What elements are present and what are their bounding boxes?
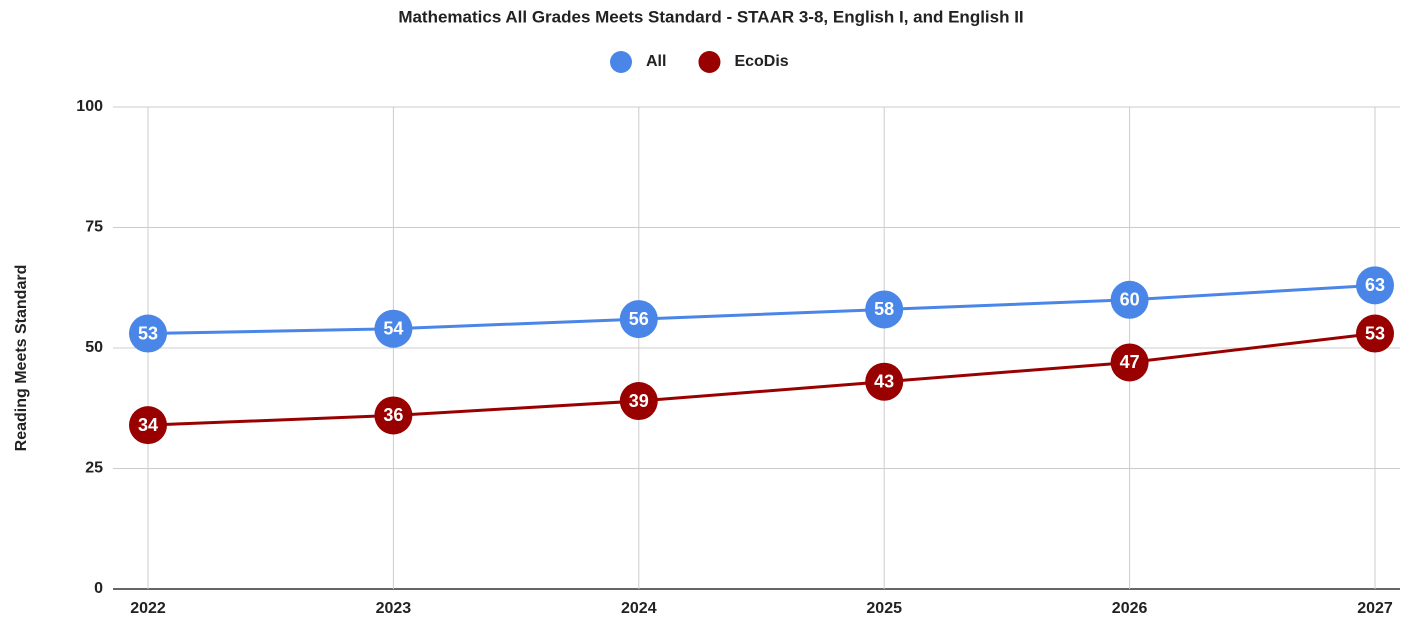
data-label: 63	[1365, 275, 1385, 295]
data-point	[619, 300, 658, 339]
x-tick-label: 2024	[621, 600, 657, 617]
x-tick-label: 2026	[1112, 600, 1148, 617]
legend-label: EcoDis	[734, 53, 788, 70]
data-label: 60	[1120, 290, 1140, 310]
y-tick-label: 100	[76, 98, 103, 115]
data-point	[374, 396, 413, 435]
series-line	[147, 283, 1376, 336]
data-label: 34	[138, 415, 158, 435]
data-point	[129, 314, 167, 353]
data-point	[1356, 314, 1394, 353]
y-axis-label: Reading Meets Standard	[13, 265, 30, 452]
legend-marker	[610, 51, 632, 73]
y-tick-label: 25	[85, 460, 103, 477]
data-label: 56	[629, 309, 649, 329]
x-tick-label: 2023	[376, 600, 412, 617]
y-tick-label: 75	[85, 219, 103, 236]
data-label: 47	[1120, 352, 1140, 372]
data-point	[129, 406, 167, 445]
data-point	[1356, 266, 1394, 305]
x-tick-label: 2025	[866, 600, 902, 617]
data-point	[865, 362, 904, 401]
x-tick-label: 2027	[1357, 600, 1393, 617]
data-label: 53	[1365, 323, 1385, 343]
y-tick-label: 50	[85, 339, 103, 356]
data-label: 53	[138, 323, 158, 343]
data-label: 39	[629, 391, 649, 411]
data-point	[865, 290, 904, 329]
data-label: 36	[383, 405, 403, 425]
series-line	[147, 332, 1376, 427]
legend-marker	[698, 51, 721, 73]
x-tick-label: 2022	[130, 600, 166, 617]
data-label: 54	[383, 318, 403, 338]
y-tick-label: 0	[94, 580, 103, 597]
legend-label: All	[646, 53, 666, 70]
data-label: 43	[874, 371, 894, 391]
data-point	[374, 309, 413, 348]
chart-title: Mathematics All Grades Meets Standard - …	[398, 7, 1023, 26]
data-point	[619, 382, 658, 421]
data-label: 58	[874, 299, 894, 319]
data-point	[1110, 343, 1149, 382]
data-point	[1110, 280, 1149, 319]
